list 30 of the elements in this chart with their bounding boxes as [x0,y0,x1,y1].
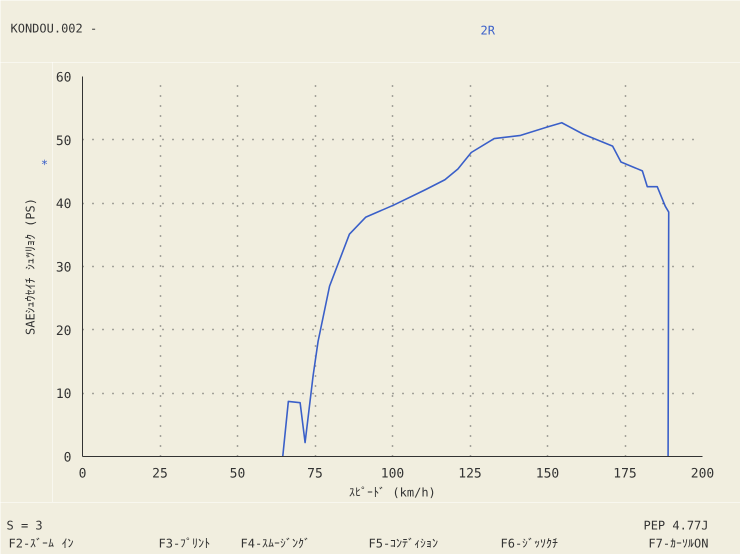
x-axis-title: ｽﾋﾟｰﾄﾞ (km/h) [349,486,436,500]
text: PEP 4.77J [643,518,709,532]
text: S = 3 [6,518,43,532]
x-tick-label: 25 [152,466,168,482]
y-tick-label: 60 [56,70,72,86]
chart-title: 2R [480,24,496,38]
x-tick-label: 150 [536,466,560,482]
line-series [282,122,670,456]
text: F7-ｶｰｿﾙON [648,536,708,550]
y-tick-label: 40 [56,197,72,212]
y-axis-title: SAEｼｭｳｾｲﾁ ｼｭﾂﾘｮｸ (PS) [24,198,38,336]
x-tick-label: 125 [458,466,482,482]
chart-subtitle: KONDOU.002 - [10,22,98,36]
text: F3-ﾌﾟﾘﾝﾄ [158,536,210,550]
y-tick-label: 50 [56,134,72,149]
x-tick-label: 75 [307,466,323,482]
y-tick-label: 0 [64,450,72,466]
text: F6-ｼﾞｯｿｸﾁ [500,536,558,550]
x-tick-label: 175 [613,466,637,482]
y-tick-label: 30 [56,260,72,276]
x-tick-label: 50 [230,466,246,482]
y-tick-label: 20 [56,324,72,339]
x-tick-label: 100 [380,466,404,482]
x-tick-label: 200 [690,466,714,482]
text: * [40,158,48,172]
text: F2-ｽﾞｰﾑ ｲﾝ [8,536,74,550]
y-tick-label: 10 [56,387,72,402]
text: F4-ｽﾑｰｼﾞﾝｸﾞ [240,536,310,550]
text: F5-ｺﾝﾃﾞｨｼｮﾝ [368,536,438,550]
x-tick-label: 0 [78,466,86,482]
